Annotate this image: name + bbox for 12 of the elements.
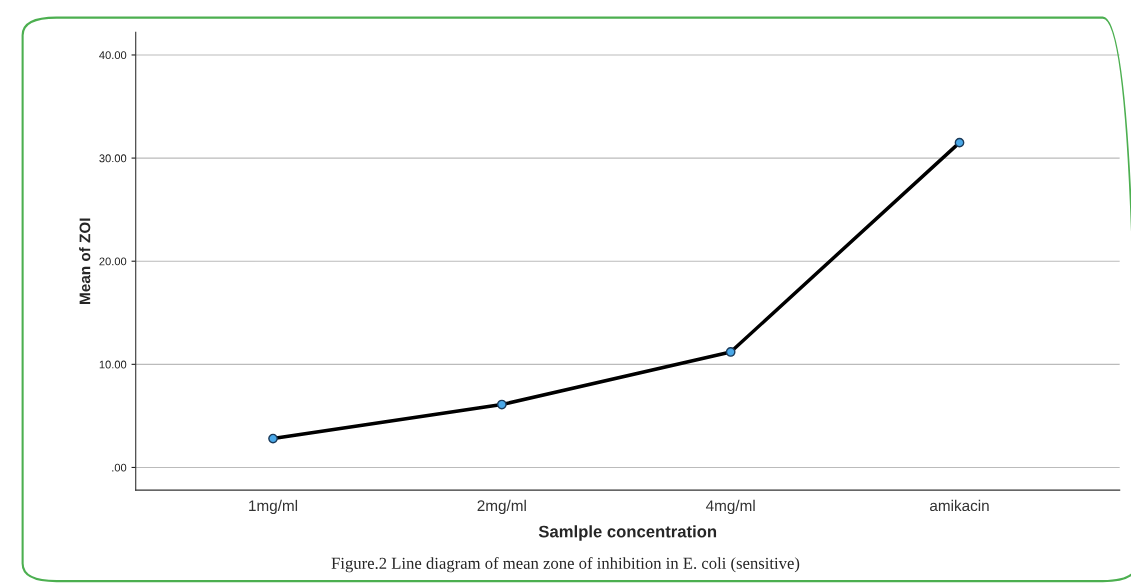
text: Figure.2 Line diagram of mean zone of inhibition in E. coli (sensitive) bbox=[331, 556, 800, 573]
y-tick-label: 30.00 bbox=[99, 154, 127, 163]
x-tick-label: 4mg/ml bbox=[705, 499, 755, 515]
y-tick-label: 10.00 bbox=[99, 360, 127, 369]
x-tick-label: amikacin bbox=[930, 499, 989, 512]
y-tick-label: .00 bbox=[112, 463, 127, 472]
x-axis-title: Samlple concentration bbox=[538, 525, 717, 541]
x-tick-label: 1mg/ml bbox=[249, 499, 298, 515]
y-tick-label: 40.00 bbox=[99, 51, 127, 60]
y-tick-label: 20.00 bbox=[99, 257, 127, 266]
x-tick-label: 2mg/ml bbox=[477, 499, 526, 515]
y-axis-title: Mean of ZOI bbox=[79, 218, 91, 304]
